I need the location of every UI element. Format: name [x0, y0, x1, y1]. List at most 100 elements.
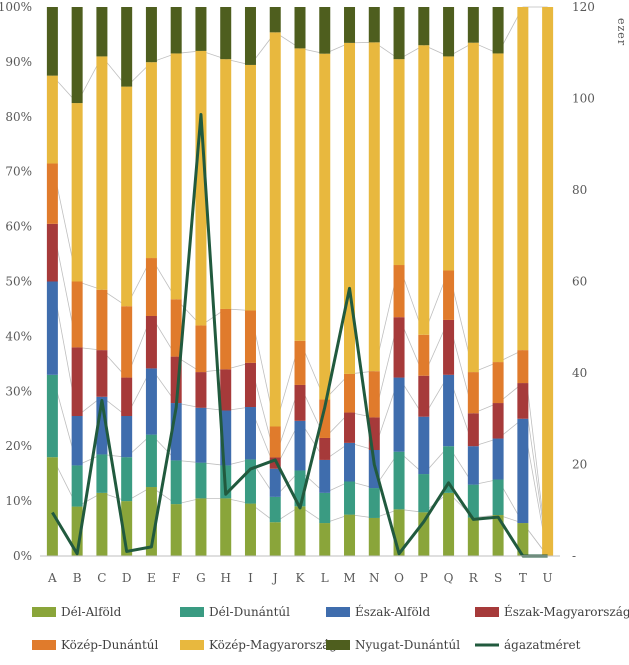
y-left-tick-label: 80% — [5, 110, 32, 124]
bar-segment-L-3 — [319, 459, 331, 493]
y-left-tick-label: 60% — [5, 220, 32, 234]
bar-segment-L-5 — [319, 399, 331, 438]
bar-segment-B-4 — [71, 347, 83, 417]
bar-segment-Q-1 — [443, 492, 455, 556]
y-right-axis-label: ezer — [615, 18, 628, 46]
bar-segment-O-5 — [393, 265, 405, 318]
bar-segment-S-4 — [492, 403, 504, 439]
bar-segment-P-7 — [418, 7, 430, 46]
bar-segment-L-2 — [319, 492, 331, 524]
bar-segment-N-4 — [368, 417, 380, 451]
bar-segment-O-4 — [393, 317, 405, 378]
legend-label: Nyugat-Dunántúl — [355, 638, 460, 652]
legend-label: Dél-Dunántúl — [209, 605, 290, 619]
x-tick-label-N: N — [369, 571, 380, 585]
bar-segment-S-3 — [492, 438, 504, 480]
legend-label: Közép-Magyarország — [209, 638, 337, 652]
x-tick-label-K: K — [296, 571, 306, 585]
bar-segment-M-3 — [344, 442, 356, 482]
legend-swatch — [180, 607, 204, 617]
legend-label: Közép-Dunántúl — [61, 638, 159, 652]
bar-segment-T-1 — [517, 523, 529, 556]
bar-segment-M-6 — [344, 42, 356, 374]
bar-segment-C-5 — [96, 289, 108, 351]
bar-segment-Q-6 — [443, 56, 455, 271]
bar-segment-E-3 — [145, 368, 157, 435]
bar-segment-Q-4 — [443, 319, 455, 375]
bar-segment-D-1 — [121, 501, 133, 556]
bar-segment-A-3 — [46, 281, 58, 375]
bar-segment-G-6 — [195, 50, 207, 326]
bar-segment-R-4 — [467, 413, 479, 447]
bar-segment-E-7 — [145, 7, 157, 63]
bar-segment-H-1 — [220, 498, 232, 556]
x-tick-label-S: S — [494, 571, 502, 585]
bar-segment-B-2 — [71, 465, 83, 507]
bar-segment-A-1 — [46, 457, 58, 556]
bar-segment-K-3 — [294, 420, 306, 471]
bar-segment-D-3 — [121, 416, 133, 458]
bar-segment-J-6 — [269, 32, 281, 427]
bar-segment-K-4 — [294, 384, 306, 421]
bar-segment-C-7 — [96, 7, 108, 57]
legend-swatch — [326, 607, 350, 617]
bar-segment-L-7 — [319, 7, 331, 54]
x-tick-label-I: I — [248, 571, 253, 585]
legend-label: Dél-Alföld — [61, 605, 122, 619]
x-tick-label-M: M — [343, 571, 355, 585]
bar-segment-E-1 — [145, 487, 157, 556]
legend-label: Észak-Alföld — [355, 604, 431, 619]
bar-segment-F-4 — [170, 356, 182, 404]
y-left-tick-label: 10% — [5, 494, 32, 508]
bar-segment-K-7 — [294, 7, 306, 49]
y-right-tick-label: 60 — [572, 275, 587, 289]
bar-segment-B-3 — [71, 416, 83, 466]
bar-segment-F-6 — [170, 53, 182, 300]
x-tick-label-A: A — [47, 571, 57, 585]
bar-segment-K-2 — [294, 470, 306, 507]
bar-segment-K-1 — [294, 506, 306, 556]
x-tick-label-T: T — [519, 571, 527, 585]
bar-segment-O-3 — [393, 377, 405, 452]
bar-segment-Q-2 — [443, 446, 455, 493]
bar-segment-G-2 — [195, 462, 207, 499]
bar-segment-N-7 — [368, 7, 380, 43]
y-right-tick-label: 80 — [572, 183, 587, 197]
bar-segment-C-3 — [96, 396, 108, 455]
bar-segment-S-1 — [492, 515, 504, 556]
bar-segment-T-3 — [517, 418, 529, 524]
bar-segment-J-3 — [269, 468, 281, 497]
bar-segment-T-6 — [517, 7, 529, 351]
bar-segment-M-4 — [344, 412, 356, 443]
bar-segment-I-4 — [244, 362, 256, 408]
y-right-tick-label: - — [572, 549, 576, 563]
bar-segment-A-2 — [46, 374, 58, 458]
x-tick-label-D: D — [122, 571, 132, 585]
y-left-tick-label: 50% — [5, 275, 32, 289]
line-agazatmeret — [51, 113, 548, 558]
bar-segment-F-7 — [170, 7, 182, 54]
x-tick-label-P: P — [420, 571, 428, 585]
bar-segment-D-4 — [121, 377, 133, 417]
bar-segment-A-5 — [46, 163, 58, 224]
bar-segment-B-6 — [71, 103, 83, 282]
x-tick-label-Q: Q — [444, 571, 454, 585]
bar-segment-E-2 — [145, 434, 157, 488]
bar-segment-O-6 — [393, 59, 405, 266]
bar-segment-P-5 — [418, 334, 430, 376]
bar-segment-I-7 — [244, 7, 256, 65]
bar-segment-G-7 — [195, 7, 207, 51]
bar-segment-P-3 — [418, 416, 430, 475]
bar-segment-F-1 — [170, 504, 182, 556]
bar-segment-O-2 — [393, 451, 405, 510]
bar-segment-I-2 — [244, 459, 256, 504]
bar-segment-F-2 — [170, 460, 182, 505]
bar-segment-N-1 — [368, 517, 380, 556]
bar-segment-L-4 — [319, 437, 331, 460]
legend-swatch — [180, 640, 204, 650]
bar-segment-P-2 — [418, 474, 430, 513]
bar-segment-R-3 — [467, 446, 479, 485]
bar-segment-I-6 — [244, 64, 256, 311]
y-right-tick-label: 40 — [572, 366, 587, 380]
